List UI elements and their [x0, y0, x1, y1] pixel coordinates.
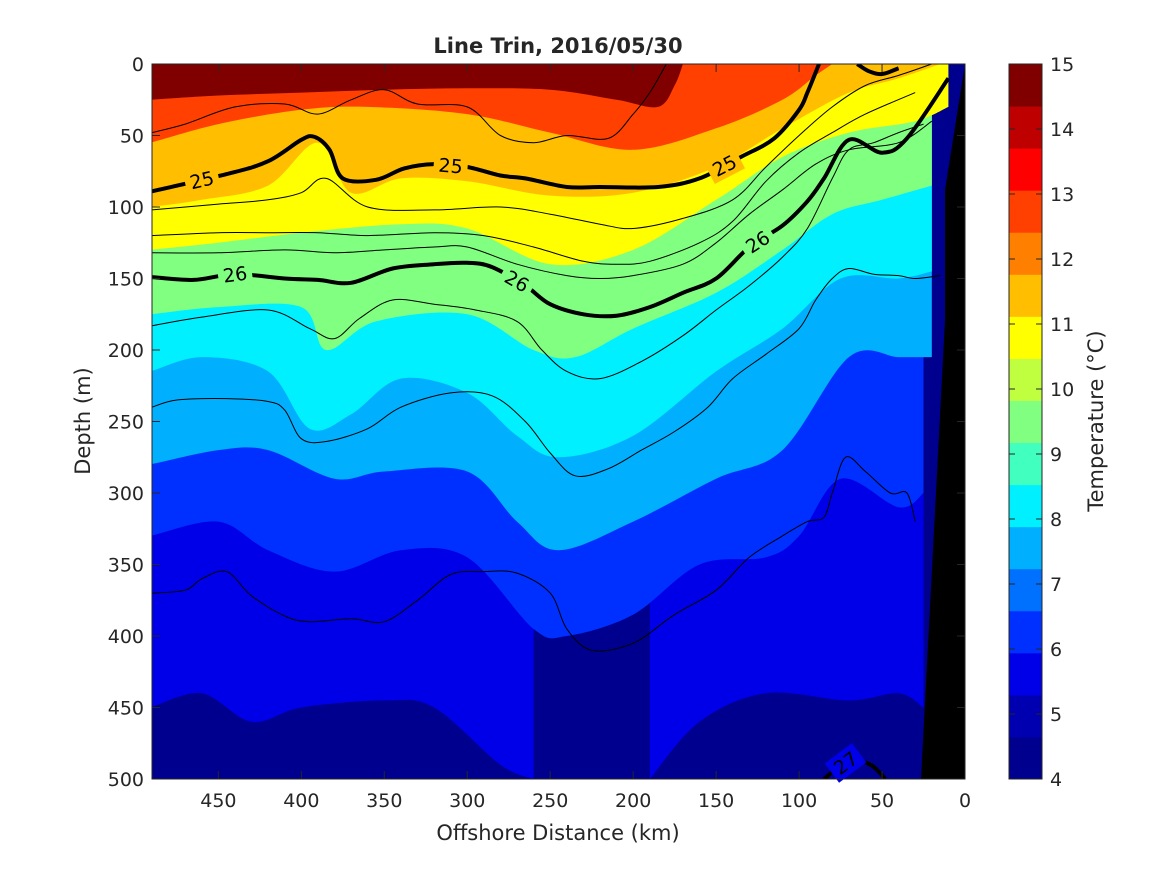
colorbar-tick-label: 13 — [1050, 184, 1074, 206]
thin-contour-line — [152, 64, 667, 144]
colorbar-swatch — [1009, 316, 1042, 359]
colorbar-ticks: 4 5 6 7 8 9 10 11 12 13 14 15 — [1009, 54, 1074, 791]
density-contour-partial — [856, 64, 900, 77]
temperature-filled-contours — [152, 64, 965, 779]
colorbar-tick-label: 12 — [1050, 249, 1074, 271]
x-tick-label: 250 — [532, 790, 568, 812]
colorbar-swatch — [1009, 736, 1042, 780]
colorbar-swatch — [1009, 64, 1042, 107]
colorbar-swatch — [1009, 148, 1042, 191]
colorbar-swatch — [1009, 190, 1042, 233]
thin-contour-line — [152, 64, 932, 230]
contour-label: 25 — [438, 155, 464, 179]
y-tick-label: 100 — [108, 197, 144, 219]
y-tick-label: 150 — [108, 269, 144, 291]
colorbar-tick-label: 7 — [1050, 574, 1062, 596]
temperature-layer — [152, 64, 683, 108]
colorbar-tick-label: 11 — [1050, 314, 1074, 336]
colorbar-swatch — [1009, 400, 1042, 444]
y-tick-label: 400 — [108, 626, 144, 648]
x-tick-label: 350 — [366, 790, 402, 812]
y-tick-label: 500 — [108, 769, 144, 791]
colorbar-swatch — [1009, 652, 1042, 696]
contour-label: 25 — [188, 167, 216, 194]
y-tick-label: 50 — [120, 126, 144, 148]
colorbar-swatch — [1009, 106, 1042, 149]
x-tick-label: 200 — [615, 790, 651, 812]
density-contour-26 — [152, 77, 951, 319]
y-tick-label: 200 — [108, 340, 144, 362]
x-tick-label: 0 — [959, 790, 971, 812]
colorbar-tick-label: 14 — [1050, 119, 1074, 141]
x-tick-label: 100 — [781, 790, 817, 812]
colorbar-swatches — [1009, 64, 1042, 780]
contour-label-background — [432, 152, 469, 179]
contour-label-background — [824, 743, 867, 783]
x-tick-label: 150 — [698, 790, 734, 812]
colorbar-tick-label: 8 — [1050, 509, 1062, 531]
colorbar-swatch — [1009, 610, 1042, 654]
contour-label-background — [496, 262, 538, 300]
colorbar-frame — [1008, 63, 1043, 780]
colorbar-swatch — [1009, 694, 1042, 738]
contour-label-background — [216, 259, 254, 289]
thin-contour-line — [152, 120, 933, 280]
colorbar-swatch — [1009, 442, 1042, 486]
x-tick-label: 50 — [870, 790, 894, 812]
y-tick-label: 350 — [108, 555, 144, 577]
x-axis: 450 400 350 300 250 200 150 100 50 0 — [200, 64, 971, 812]
contour-label-background — [182, 164, 222, 196]
thin-contour-line — [152, 456, 916, 652]
colorbar-swatch — [1009, 358, 1042, 401]
continental-slope-mask — [921, 64, 965, 779]
y-tick-label: 250 — [108, 412, 144, 434]
x-tick-label: 400 — [283, 790, 319, 812]
colorbar-swatch — [1009, 274, 1042, 317]
x-tick-label: 450 — [200, 790, 236, 812]
colorbar-swatch — [1009, 568, 1042, 612]
y-tick-label: 0 — [132, 54, 144, 76]
contour-label-group: 25 — [182, 164, 222, 196]
contour-label-background — [703, 147, 746, 184]
colorbar-swatch — [1009, 484, 1042, 528]
contour-label-background — [736, 222, 779, 262]
density-contour-25 — [152, 64, 821, 194]
thin-isotherm-lines — [152, 64, 941, 652]
x-axis-label: Offshore Distance (km) — [436, 821, 679, 845]
y-tick-label: 450 — [108, 698, 144, 720]
colorbar-tick-label: 6 — [1050, 639, 1062, 661]
colorbar-label: Temperature (°C) — [1084, 330, 1108, 512]
contour-label: 26 — [222, 263, 249, 288]
thin-contour-line — [152, 267, 941, 477]
y-tick-label: 300 — [108, 483, 144, 505]
colorbar-swatch — [1009, 232, 1042, 275]
x-tick-label: 300 — [449, 790, 485, 812]
contour-label-group: 26 — [216, 259, 254, 289]
colorbar-tick-label: 5 — [1050, 704, 1062, 726]
y-axis-label: Depth (m) — [71, 367, 95, 474]
y-axis: 0 50 100 150 200 250 300 350 400 450 500 — [108, 54, 965, 791]
colorbar-tick-label: 9 — [1050, 444, 1062, 466]
colorbar-tick-label: 15 — [1050, 54, 1074, 76]
chart-title: Line Trin, 2016/05/30 — [433, 34, 682, 58]
colorbar-tick-label: 10 — [1050, 379, 1074, 401]
colorbar-tick-label: 4 — [1050, 769, 1062, 791]
colorbar: 4 5 6 7 8 9 10 11 12 13 14 15 — [1008, 54, 1074, 791]
colorbar-swatch — [1009, 526, 1042, 570]
thin-contour-line — [152, 92, 916, 265]
contour-label-group: 25 — [432, 152, 469, 179]
thin-contour-line — [152, 123, 924, 380]
